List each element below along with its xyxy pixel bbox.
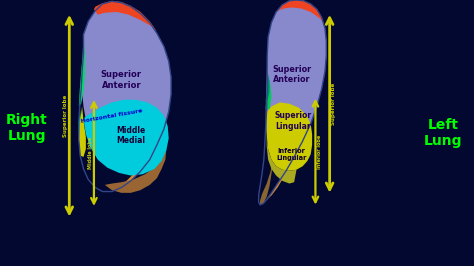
Polygon shape: [83, 100, 169, 176]
Polygon shape: [94, 1, 157, 31]
Polygon shape: [79, 35, 85, 106]
Polygon shape: [79, 106, 83, 145]
Text: Horizontal fissure: Horizontal fissure: [81, 108, 143, 124]
Polygon shape: [267, 102, 312, 171]
Polygon shape: [260, 0, 326, 205]
Polygon shape: [114, 5, 171, 190]
Polygon shape: [266, 0, 326, 160]
Polygon shape: [82, 1, 171, 157]
Text: Superior
Anterior: Superior Anterior: [101, 70, 142, 89]
Text: Inferior
Lingular: Inferior Lingular: [277, 148, 307, 161]
Text: Middle lobe: Middle lobe: [88, 137, 92, 169]
Polygon shape: [267, 136, 297, 184]
Text: Superior
Lingular: Superior Lingular: [274, 111, 312, 131]
Polygon shape: [276, 0, 323, 23]
Text: Superior lobe: Superior lobe: [63, 95, 68, 137]
Text: Left
Lung: Left Lung: [424, 118, 463, 148]
Polygon shape: [155, 106, 169, 145]
Polygon shape: [266, 77, 272, 109]
Polygon shape: [79, 106, 86, 157]
Text: Right
Lung: Right Lung: [6, 113, 47, 143]
Text: Middle
Medial: Middle Medial: [116, 126, 146, 145]
Text: Superior
Anterior: Superior Anterior: [272, 65, 311, 84]
Polygon shape: [266, 72, 270, 101]
Polygon shape: [105, 149, 166, 193]
Polygon shape: [260, 148, 274, 205]
Text: Superior lobe: Superior lobe: [331, 83, 336, 125]
Text: Inferior lobe: Inferior lobe: [317, 135, 322, 169]
